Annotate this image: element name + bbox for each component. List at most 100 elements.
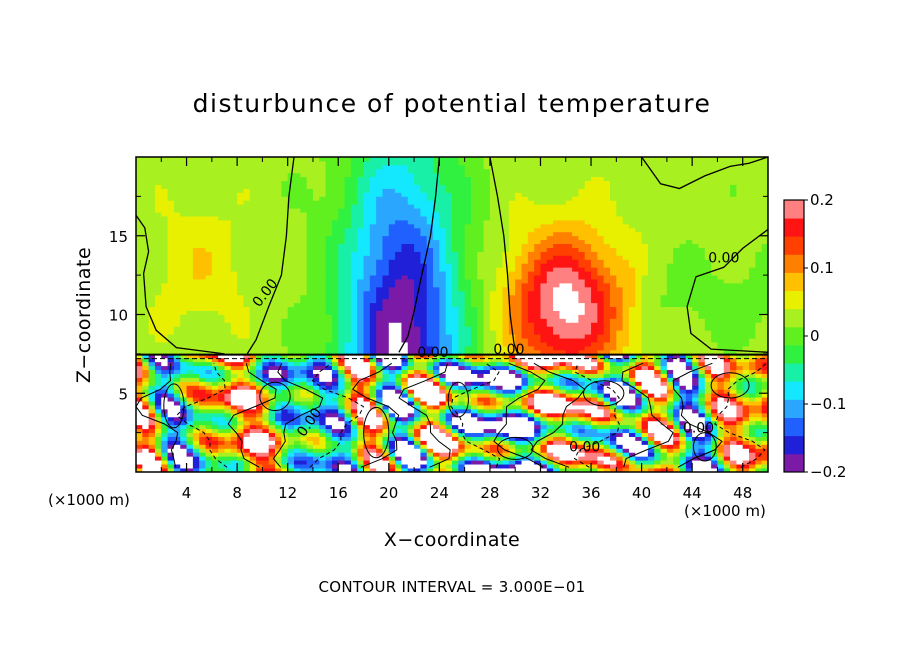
heatmap-cell xyxy=(192,420,200,426)
heatmap-cell xyxy=(350,436,358,441)
heatmap-cell xyxy=(426,275,434,280)
heatmap-cell xyxy=(294,243,301,248)
heatmap-cell xyxy=(167,369,175,374)
heatmap-cell xyxy=(211,357,219,363)
heatmap-cell xyxy=(470,204,478,209)
heatmap-cell xyxy=(192,389,200,394)
heatmap-cell xyxy=(199,357,206,363)
heatmap-cell xyxy=(515,369,522,374)
heatmap-cell xyxy=(173,436,181,441)
heatmap-cell xyxy=(483,322,491,327)
heatmap-cell xyxy=(470,275,478,280)
heatmap-cell xyxy=(312,180,320,185)
heatmap-cell xyxy=(369,164,377,170)
heatmap-cell xyxy=(205,381,213,386)
heatmap-cell xyxy=(395,310,402,315)
heatmap-cell xyxy=(458,409,466,414)
heatmap-cell xyxy=(148,326,156,331)
heatmap-cell xyxy=(249,420,257,426)
heatmap-cell xyxy=(489,157,497,162)
heatmap-cell xyxy=(268,424,276,430)
heatmap-cell xyxy=(458,204,466,209)
heatmap-cell xyxy=(331,231,339,237)
heatmap-cell xyxy=(521,416,529,422)
heatmap-cell xyxy=(154,188,162,193)
heatmap-cell xyxy=(470,424,478,430)
heatmap-cell xyxy=(180,322,187,327)
heatmap-cell xyxy=(205,428,213,434)
heatmap-cell xyxy=(331,255,339,260)
heatmap-cell xyxy=(496,318,503,323)
heatmap-cell xyxy=(218,338,225,343)
heatmap-cell xyxy=(363,338,371,343)
heatmap-cell xyxy=(294,172,301,178)
heatmap-cell xyxy=(464,460,472,465)
heatmap-cell xyxy=(154,365,162,371)
heatmap-cell xyxy=(464,369,472,374)
heatmap-cell xyxy=(230,231,238,237)
heatmap-cell xyxy=(136,326,143,331)
heatmap-cell xyxy=(230,279,238,284)
heatmap-cell xyxy=(407,200,415,205)
heatmap-cell xyxy=(464,448,472,453)
heatmap-cell xyxy=(382,416,390,422)
heatmap-cell xyxy=(350,314,358,319)
heatmap-cell xyxy=(186,180,194,185)
heatmap-cell xyxy=(268,338,276,343)
heatmap-cell xyxy=(376,200,383,205)
heatmap-cell xyxy=(256,365,263,371)
heatmap-cell xyxy=(496,405,503,410)
heatmap-cell xyxy=(161,279,168,284)
heatmap-cell xyxy=(186,306,194,311)
heatmap-cell xyxy=(262,283,270,288)
heatmap-cell xyxy=(344,338,352,343)
heatmap-cell xyxy=(357,184,364,189)
heatmap-cell xyxy=(477,164,484,170)
heatmap-cell xyxy=(275,220,282,225)
heatmap-cell xyxy=(470,393,478,398)
heatmap-cell xyxy=(382,204,390,209)
heatmap-cell xyxy=(237,440,244,445)
heatmap-cell xyxy=(142,428,150,434)
heatmap-cell xyxy=(230,436,238,441)
heatmap-cell xyxy=(148,279,156,284)
heatmap-cell xyxy=(338,377,345,382)
heatmap-cell xyxy=(325,298,333,304)
heatmap-cell xyxy=(388,172,396,178)
heatmap-cell xyxy=(256,381,263,386)
heatmap-cell xyxy=(401,259,409,264)
heatmap-cell xyxy=(192,326,200,331)
heatmap-cell xyxy=(205,283,213,288)
heatmap-cell xyxy=(414,401,421,406)
heatmap-cell xyxy=(173,318,181,323)
heatmap-cell xyxy=(458,220,466,225)
heatmap-cell xyxy=(439,168,447,174)
heatmap-cell xyxy=(294,271,301,276)
heatmap-cell xyxy=(180,180,187,185)
heatmap-cell xyxy=(452,184,459,189)
heatmap-cell xyxy=(173,176,181,182)
heatmap-cell xyxy=(445,180,453,185)
heatmap-cell xyxy=(420,314,428,319)
heatmap-cell xyxy=(388,164,396,170)
heatmap-cell xyxy=(439,314,447,319)
heatmap-cell xyxy=(407,247,415,252)
heatmap-cell xyxy=(420,286,428,292)
heatmap-cell xyxy=(521,456,529,461)
heatmap-cell xyxy=(382,208,390,213)
heatmap-cell xyxy=(452,373,459,378)
heatmap-cell xyxy=(439,239,447,245)
heatmap-cell xyxy=(319,204,326,209)
heatmap-cell xyxy=(388,456,396,461)
heatmap-cell xyxy=(237,342,244,347)
heatmap-cell xyxy=(312,353,320,359)
heatmap-cell xyxy=(300,164,308,170)
heatmap-cell xyxy=(477,405,484,410)
heatmap-cell xyxy=(237,220,244,225)
heatmap-cell xyxy=(199,409,206,414)
heatmap-cell xyxy=(262,259,270,264)
heatmap-cell xyxy=(331,204,339,209)
heatmap-cell xyxy=(496,346,503,351)
heatmap-cell xyxy=(256,456,263,461)
heatmap-cell xyxy=(496,357,503,363)
